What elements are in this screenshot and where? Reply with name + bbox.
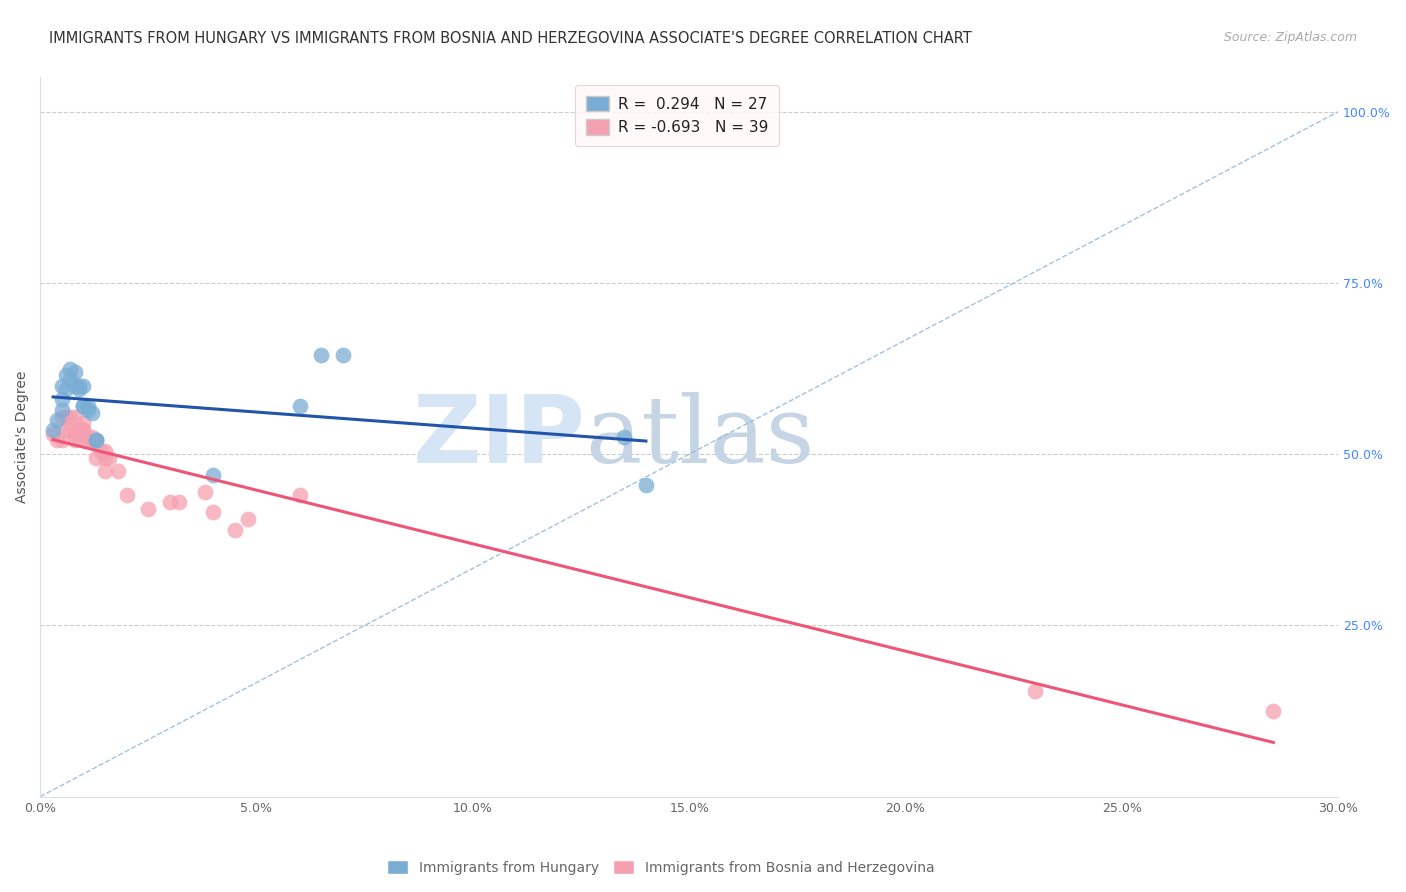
Point <box>332 348 354 362</box>
Text: ZIP: ZIP <box>412 391 585 483</box>
Point <box>63 409 86 424</box>
Point <box>63 426 86 441</box>
Point <box>76 434 98 448</box>
Point <box>76 430 98 444</box>
Point <box>59 423 82 437</box>
Point <box>63 365 86 379</box>
Point <box>67 382 90 396</box>
Point <box>59 372 82 386</box>
Point <box>55 382 77 396</box>
Point <box>42 426 65 441</box>
Point <box>288 399 311 413</box>
Point <box>63 378 86 392</box>
Point <box>236 512 259 526</box>
Point <box>94 443 117 458</box>
Point <box>167 495 190 509</box>
Point <box>193 484 215 499</box>
Point <box>51 378 73 392</box>
Text: IMMIGRANTS FROM HUNGARY VS IMMIGRANTS FROM BOSNIA AND HERZEGOVINA ASSOCIATE'S DE: IMMIGRANTS FROM HUNGARY VS IMMIGRANTS FR… <box>49 31 972 46</box>
Point <box>42 423 65 437</box>
Point <box>86 450 108 465</box>
Point <box>94 450 117 465</box>
Point <box>288 488 311 502</box>
Point <box>72 423 94 437</box>
Point <box>63 434 86 448</box>
Y-axis label: Associate's Degree: Associate's Degree <box>15 371 30 503</box>
Point <box>55 409 77 424</box>
Point <box>76 402 98 417</box>
Text: atlas: atlas <box>585 392 814 482</box>
Text: Source: ZipAtlas.com: Source: ZipAtlas.com <box>1223 31 1357 45</box>
Point <box>59 409 82 424</box>
Point <box>67 423 90 437</box>
Point <box>136 502 159 516</box>
Point <box>86 434 108 448</box>
Point <box>94 464 117 478</box>
Legend: Immigrants from Hungary, Immigrants from Bosnia and Herzegovina: Immigrants from Hungary, Immigrants from… <box>381 855 941 880</box>
Point <box>80 430 103 444</box>
Point <box>311 348 333 362</box>
Point <box>46 434 69 448</box>
Point <box>159 495 181 509</box>
Point <box>72 417 94 431</box>
Point <box>72 378 94 392</box>
Point <box>51 402 73 417</box>
Point <box>72 399 94 413</box>
Point <box>72 423 94 437</box>
Point <box>67 430 90 444</box>
Point <box>67 378 90 392</box>
Point <box>115 488 138 502</box>
Point <box>51 434 73 448</box>
Point <box>202 467 225 482</box>
Point <box>107 464 129 478</box>
Point <box>51 409 73 424</box>
Point <box>72 399 94 413</box>
Point <box>55 368 77 383</box>
Point <box>76 399 98 413</box>
Point <box>224 523 246 537</box>
Legend: R =  0.294   N = 27, R = -0.693   N = 39: R = 0.294 N = 27, R = -0.693 N = 39 <box>575 85 779 146</box>
Point <box>98 450 121 465</box>
Point <box>51 392 73 407</box>
Point <box>1263 704 1285 718</box>
Point <box>202 505 225 519</box>
Point <box>86 434 108 448</box>
Point <box>80 434 103 448</box>
Point <box>46 413 69 427</box>
Point <box>55 423 77 437</box>
Point <box>90 443 112 458</box>
Point <box>634 478 657 492</box>
Point <box>86 434 108 448</box>
Point <box>613 430 636 444</box>
Point <box>80 406 103 420</box>
Point <box>1024 683 1046 698</box>
Point <box>59 361 82 376</box>
